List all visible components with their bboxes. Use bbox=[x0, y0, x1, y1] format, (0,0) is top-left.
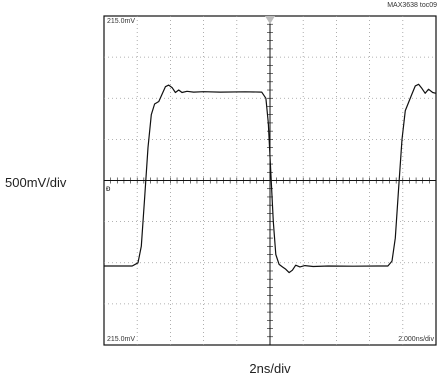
figure-label: MAX3638 toc09 bbox=[387, 2, 437, 9]
plot-area bbox=[103, 15, 437, 346]
readout-bottom-right: 2.000ns/div bbox=[398, 336, 434, 343]
waveform-trace bbox=[104, 83, 437, 274]
x-scale-label: 2ns/div bbox=[249, 361, 291, 376]
center-axes bbox=[104, 16, 436, 345]
ground-reference-marker: ᴆ bbox=[106, 184, 111, 193]
readout-bottom-left: 215.0mV bbox=[107, 336, 135, 343]
readout-top-left: 215.0mV bbox=[107, 18, 135, 25]
trigger-marker bbox=[265, 16, 275, 24]
y-scale-label: 500mV/div bbox=[5, 175, 67, 190]
